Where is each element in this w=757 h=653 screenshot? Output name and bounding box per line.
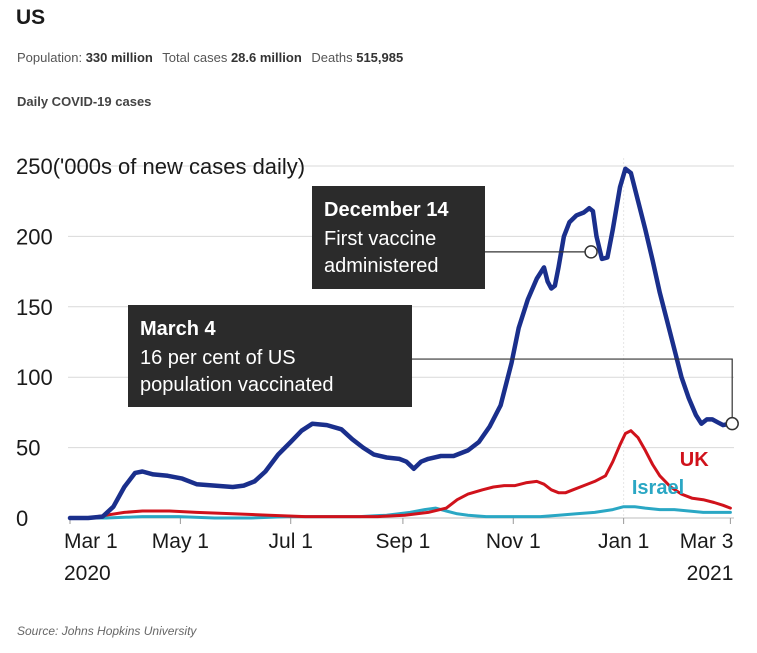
annotation-text: First vaccine [324, 228, 436, 250]
page-title: US [16, 6, 46, 29]
series-line-us [67, 166, 733, 521]
y-tick-label-200: 200 [16, 224, 53, 249]
series-label-israel: Israel [632, 477, 684, 499]
x-axis-ticks: Mar 1 2020 May 1 Jul 1 Sep 1 Nov 1 Jan 1 Mar 3 2… [64, 518, 733, 585]
y-tick-label-100: 100 [16, 365, 53, 390]
chart-subtitle: Daily COVID-19 cases [17, 94, 152, 109]
y-tick-label-150: 150 [16, 295, 53, 320]
annotation-date: December 14 [324, 199, 449, 221]
annotation-marker [725, 416, 739, 431]
annotation-box [312, 186, 485, 289]
series-labels: UK Israel [632, 449, 709, 499]
series-line-uk [68, 429, 732, 520]
cases-value: 28.6 million [230, 50, 302, 65]
stats-line: Population: 330 million Total cases 28.6… [17, 50, 403, 65]
x-tick-year: 2021 [687, 562, 734, 585]
x-tick-label: Nov 1 [486, 530, 541, 553]
y-tick-label-0: 0 [16, 506, 28, 531]
annotation-text: 16 per cent of US [140, 347, 296, 369]
x-tick-label: May 1 [152, 530, 209, 553]
x-tick-label: Mar 1 [64, 530, 118, 553]
y-tick-label-50: 50 [16, 436, 40, 461]
x-tick-label: Jul 1 [269, 530, 313, 553]
annotation-marker [584, 245, 598, 259]
deaths-label: Deaths [311, 50, 353, 65]
population-value: 330 million [85, 50, 153, 65]
x-tick-year: 2020 [64, 562, 111, 585]
deaths-value: 515,985 [356, 50, 404, 65]
series-line-israel [68, 505, 732, 520]
x-tick-label: Sep 1 [375, 530, 430, 553]
annotation-text: population vaccinated [140, 374, 333, 396]
annotation-text: administered [324, 255, 439, 277]
cases-label: Total cases [162, 50, 228, 65]
annotation-date: March 4 [140, 318, 216, 340]
source-note: Source: Johns Hopkins University [17, 624, 197, 638]
annotation-leader [412, 358, 733, 424]
series-lines [67, 166, 733, 521]
x-tick-label: Jan 1 [598, 530, 649, 553]
annotations: December 14 First vaccine administered Marc… [128, 186, 739, 431]
annotation-box [128, 305, 412, 407]
y-axis-ticks: 0 50 100 150 200 250('000s of new cases daily… [16, 154, 305, 531]
population-label: Population: [17, 50, 83, 65]
y-tick-label-250: 250('000s of new cases daily) [16, 154, 305, 179]
x-tick-label: Mar 3 [680, 530, 734, 553]
series-label-uk: UK [680, 449, 709, 471]
